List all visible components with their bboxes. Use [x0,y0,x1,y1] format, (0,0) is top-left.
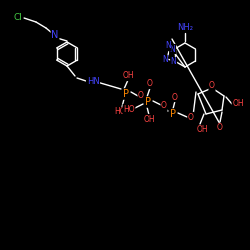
Text: O: O [138,92,144,100]
Text: OH: OH [196,126,208,134]
Text: O: O [217,124,223,132]
Text: O: O [209,82,215,90]
Text: Cl: Cl [14,12,22,22]
Text: N: N [51,30,59,40]
Text: O: O [161,102,167,110]
Text: OH: OH [122,72,134,80]
Text: O: O [172,92,178,102]
Text: P: P [123,89,129,99]
Text: P: P [170,109,176,119]
Text: P: P [145,97,151,107]
Text: N: N [165,42,171,50]
Text: OH: OH [143,114,155,124]
Text: O: O [188,112,194,122]
Text: N: N [171,58,176,66]
Text: NH₂: NH₂ [177,22,193,32]
Text: HO: HO [114,108,126,116]
Text: N: N [170,44,175,54]
Text: HO: HO [123,104,135,114]
Text: N: N [162,56,168,64]
Text: O: O [147,80,153,88]
Text: HN: HN [87,78,100,86]
Text: OH: OH [232,100,244,108]
